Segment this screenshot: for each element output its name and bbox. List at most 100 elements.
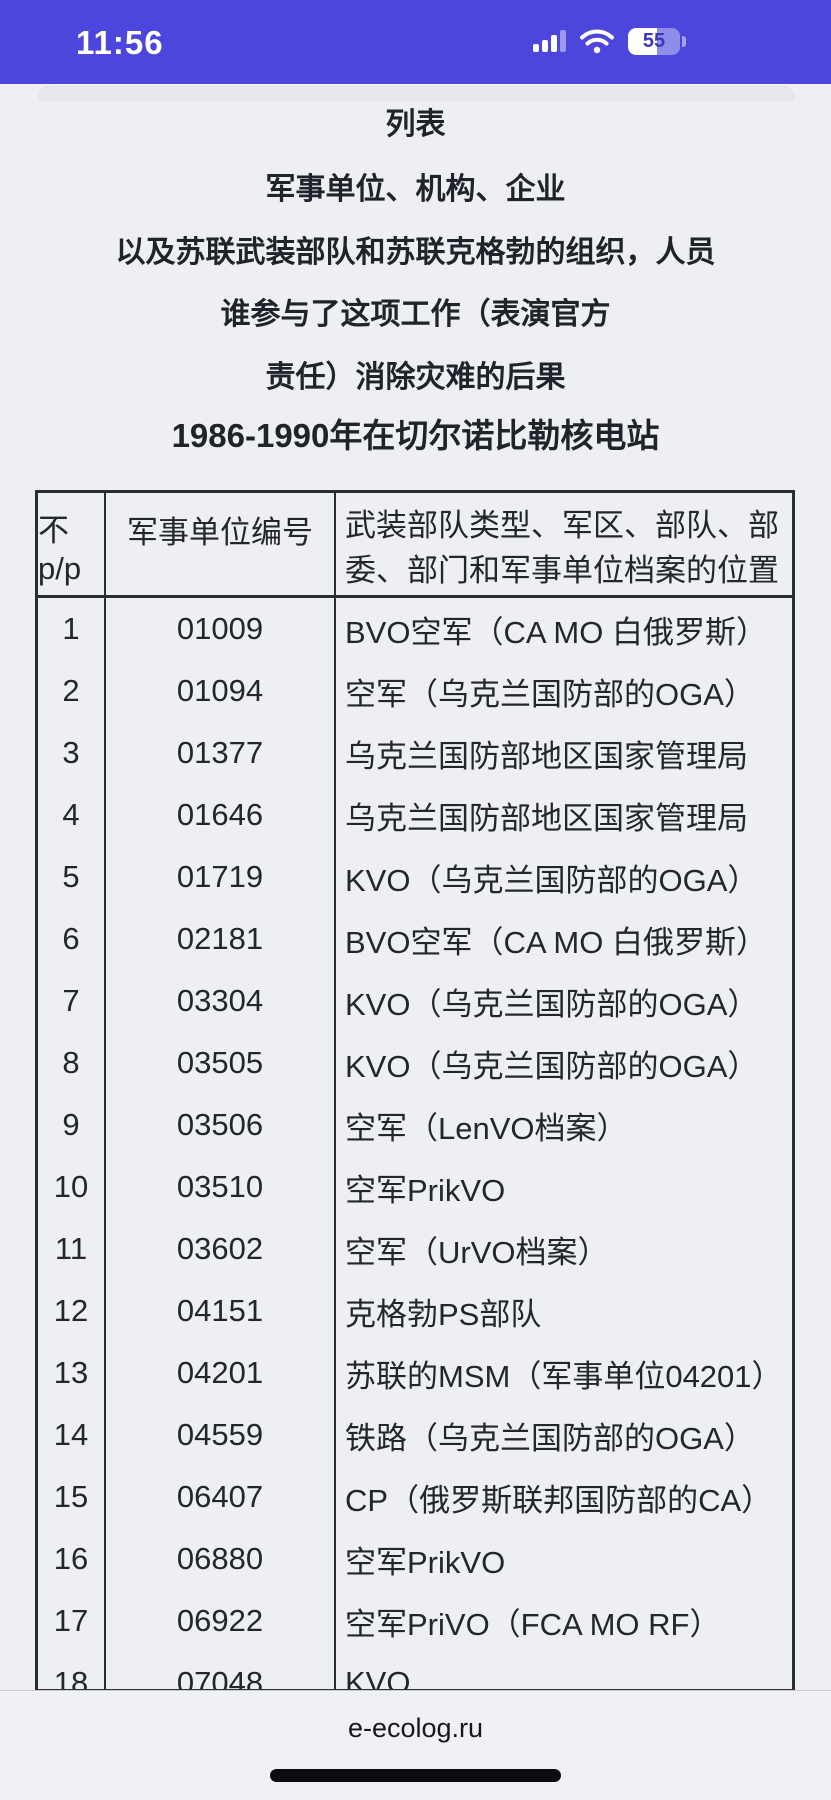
- table-row: 3 01377 乌克兰国防部地区国家管理局: [38, 722, 792, 784]
- header-cell-number: 不 p/p: [38, 493, 106, 598]
- row-number-cell: 5: [38, 846, 106, 908]
- row-unit-number-cell: 04151: [106, 1280, 336, 1342]
- row-description-cell: 乌克兰国防部地区国家管理局: [345, 738, 748, 774]
- row-unit-number-cell: 07048: [106, 1652, 336, 1689]
- table-row: 10 03510 空军PrikVO: [38, 1156, 792, 1218]
- table-row: 13 04201 苏联的MSM（军事单位04201）: [38, 1342, 792, 1404]
- row-unit-number-cell: 04201: [106, 1342, 336, 1404]
- table-row: 11 03602 空军（UrVO档案）: [38, 1218, 792, 1280]
- doc-title-line-5: 责任）消除灾难的后果: [265, 361, 566, 394]
- table-row: 14 04559 铁路（乌克兰国防部的OGA）: [38, 1404, 792, 1466]
- row-unit-number-cell: 03602: [106, 1218, 336, 1280]
- row-number-cell: 8: [38, 1032, 106, 1094]
- row-description-cell: BVO空军（CA MO 白俄罗斯）: [345, 614, 767, 650]
- row-description-cell: BVO空军（CA MO 白俄罗斯）: [345, 924, 767, 960]
- row-description-cell: KVO（乌克兰国防部的OGA）: [345, 1048, 759, 1084]
- row-number-cell: 14: [38, 1404, 106, 1466]
- row-unit-number-cell: 03304: [106, 970, 336, 1032]
- doc-title-line-6: 1986-1990年在切尔诺比勒核电站: [171, 417, 660, 454]
- row-description-cell: 铁路（乌克兰国防部的OGA）: [345, 1420, 755, 1456]
- home-indicator[interactable]: [270, 1769, 561, 1782]
- row-unit-number-cell: 03506: [106, 1094, 336, 1156]
- battery-cap: [682, 35, 686, 47]
- table-row: 7 03304 KVO（乌克兰国防部的OGA）: [38, 970, 792, 1032]
- battery-icon: 55: [628, 27, 686, 55]
- row-unit-number-cell: 01094: [106, 660, 336, 722]
- page-top-card-edge: [38, 86, 795, 101]
- header-cell-unit-number: 军事单位编号: [106, 493, 336, 598]
- wifi-icon: [580, 29, 614, 54]
- row-unit-number-cell: 01646: [106, 784, 336, 846]
- table-row: 6 02181 BVO空军（CA MO 白俄罗斯）: [38, 908, 792, 970]
- row-number-cell: 2: [38, 660, 106, 722]
- row-description-cell: 苏联的MSM（军事单位04201）: [345, 1358, 783, 1394]
- footer-site-label: e-ecolog.ru: [347, 1713, 484, 1743]
- table-row: 17 06922 空军PriVO（FCA MO RF）: [38, 1590, 792, 1652]
- doc-title-line-2: 军事单位、机构、企业: [265, 173, 566, 206]
- table-row: 12 04151 克格勃PS部队: [38, 1280, 792, 1342]
- row-number-cell: 15: [38, 1466, 106, 1528]
- doc-title-line-1: 列表: [385, 108, 446, 141]
- row-unit-number-cell: 06922: [106, 1590, 336, 1652]
- row-number-cell: 17: [38, 1590, 106, 1652]
- row-description-cell: 空军PrikVO: [345, 1544, 506, 1580]
- table-row: 5 01719 KVO（乌克兰国防部的OGA）: [38, 846, 792, 908]
- doc-title-line-3: 以及苏联武装部队和苏联克格勃的组织，人员: [115, 236, 716, 269]
- row-description-cell: 空军PrikVO: [345, 1172, 506, 1208]
- row-unit-number-cell: 03510: [106, 1156, 336, 1218]
- table-row: 9 03506 空军（LenVO档案）: [38, 1094, 792, 1156]
- row-number-cell: 12: [38, 1280, 106, 1342]
- row-unit-number-cell: 03505: [106, 1032, 336, 1094]
- header-number-line1: 不: [38, 513, 69, 548]
- battery-fill: [628, 27, 657, 55]
- row-description-cell: 空军（UrVO档案）: [345, 1234, 609, 1270]
- row-number-cell: 6: [38, 908, 106, 970]
- row-number-cell: 9: [38, 1094, 106, 1156]
- row-unit-number-cell: 01377: [106, 722, 336, 784]
- row-unit-number-cell: 02181: [106, 908, 336, 970]
- header-cell-description: 武装部队类型、军区、部队、部委、部门和军事单位档案的位置: [336, 493, 792, 598]
- table-row: 15 06407 CP（俄罗斯联邦国防部的CA）: [38, 1466, 792, 1528]
- row-description-cell: KVO（乌克兰国防部的OGA）: [345, 986, 759, 1022]
- units-table-body: 1 01009 BVO空军（CA MO 白俄罗斯） 2 01094 空军（乌克兰…: [38, 598, 792, 1692]
- battery-level: 55: [642, 29, 666, 52]
- table-row: 8 03505 KVO（乌克兰国防部的OGA）: [38, 1032, 792, 1094]
- row-number-cell: 10: [38, 1156, 106, 1218]
- cellular-signal-icon: [533, 30, 566, 52]
- table-row: 18 07048 KVO: [38, 1652, 792, 1692]
- status-icons: 55: [533, 26, 686, 56]
- row-number-cell: 11: [38, 1218, 106, 1280]
- row-description-cell: 空军（乌克兰国防部的OGA）: [345, 676, 755, 712]
- row-unit-number-cell: 01719: [106, 846, 336, 908]
- units-table-header: 不 p/p 军事单位编号 武装部队类型、军区、部队、部委、部门和军事单位档案的位…: [38, 493, 792, 598]
- row-unit-number-cell: 06880: [106, 1528, 336, 1590]
- row-number-cell: 3: [38, 722, 106, 784]
- table-row: 2 01094 空军（乌克兰国防部的OGA）: [38, 660, 792, 722]
- row-number-cell: 1: [38, 598, 106, 660]
- row-description-cell: 克格勃PS部队: [345, 1296, 542, 1332]
- row-description-cell: 空军（LenVO档案）: [345, 1110, 628, 1146]
- footer: e-ecolog.ru: [0, 1690, 831, 1800]
- row-unit-number-cell: 01009: [106, 598, 336, 660]
- row-description-cell: KVO（乌克兰国防部的OGA）: [345, 862, 759, 898]
- row-unit-number-cell: 04559: [106, 1404, 336, 1466]
- row-description-cell: 空军PriVO（FCA MO RF）: [345, 1606, 721, 1642]
- table-row: 16 06880 空军PrikVO: [38, 1528, 792, 1590]
- row-number-cell: 7: [38, 970, 106, 1032]
- status-bar: 11:56 55: [0, 0, 831, 84]
- units-table: 不 p/p 军事单位编号 武装部队类型、军区、部队、部委、部门和军事单位档案的位…: [35, 490, 795, 1692]
- row-number-cell: 18: [38, 1652, 106, 1689]
- table-row: 1 01009 BVO空军（CA MO 白俄罗斯）: [38, 598, 792, 660]
- table-row: 4 01646 乌克兰国防部地区国家管理局: [38, 784, 792, 846]
- status-time: 11:56: [76, 24, 164, 61]
- doc-title-line-4: 谁参与了这项工作（表演官方: [220, 298, 611, 331]
- row-description-cell: CP（俄罗斯联邦国防部的CA）: [345, 1482, 773, 1518]
- row-description-cell: 乌克兰国防部地区国家管理局: [345, 800, 748, 836]
- header-number-line2: p/p: [38, 551, 82, 586]
- row-number-cell: 13: [38, 1342, 106, 1404]
- row-number-cell: 4: [38, 784, 106, 846]
- row-unit-number-cell: 06407: [106, 1466, 336, 1528]
- row-number-cell: 16: [38, 1528, 106, 1590]
- row-description-cell: KVO: [345, 1665, 411, 1692]
